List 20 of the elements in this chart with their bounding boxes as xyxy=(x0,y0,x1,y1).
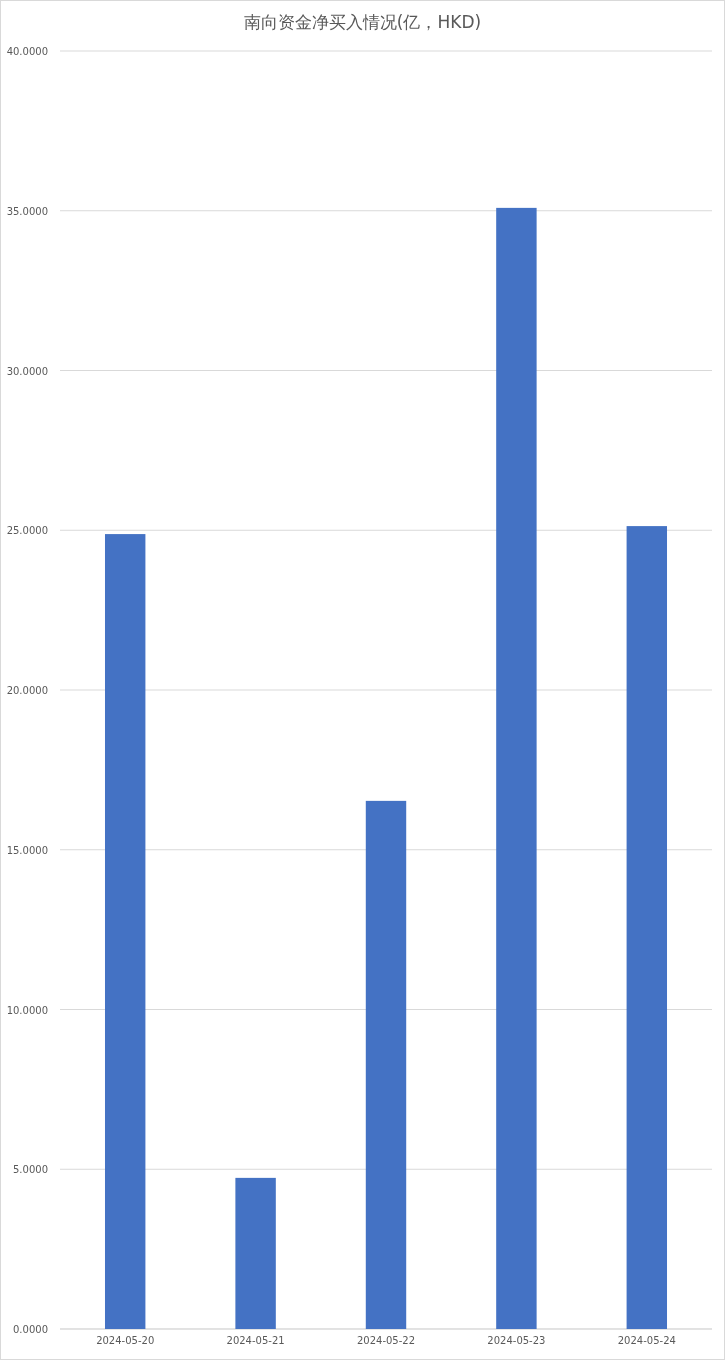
x-tick-label: 2024-05-23 xyxy=(487,1335,546,1346)
bar xyxy=(104,534,146,1329)
y-tick-label: 15.0000 xyxy=(6,844,48,856)
x-tick-label: 2024-05-24 xyxy=(617,1335,676,1346)
y-tick-label: 35.0000 xyxy=(6,205,48,217)
x-tick-label: 2024-05-21 xyxy=(226,1335,285,1346)
x-tick-label: 2024-05-22 xyxy=(356,1335,416,1346)
x-tick-label: 2024-05-20 xyxy=(96,1335,155,1346)
y-tick-label: 0.0000 xyxy=(13,1324,48,1335)
chart-title: 南向资金净买入情况(亿，HKD) xyxy=(243,12,482,32)
y-tick-label: 10.0000 xyxy=(6,1004,48,1016)
bar xyxy=(626,526,668,1329)
y-tick-label: 25.0000 xyxy=(6,525,48,537)
bar xyxy=(235,1177,276,1329)
y-tick-label: 20.0000 xyxy=(6,685,48,696)
y-tick-label: 30.0000 xyxy=(6,365,48,377)
y-tick-label: 5.0000 xyxy=(13,1164,48,1176)
bar xyxy=(365,800,407,1329)
bar xyxy=(496,207,537,1329)
y-tick-label: 40.0000 xyxy=(6,46,48,57)
